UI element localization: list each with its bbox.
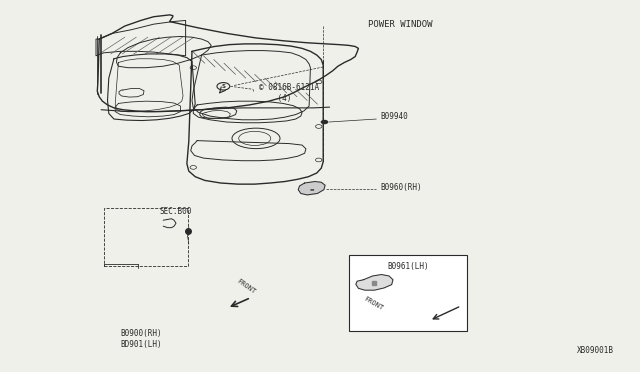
Bar bbox=[349, 255, 467, 331]
Text: S: S bbox=[221, 84, 225, 89]
Text: B0961(LH): B0961(LH) bbox=[387, 262, 429, 271]
Circle shape bbox=[321, 120, 328, 124]
Text: POWER WINDOW: POWER WINDOW bbox=[368, 20, 432, 29]
Polygon shape bbox=[356, 275, 393, 290]
Text: XB09001B: XB09001B bbox=[577, 346, 614, 355]
Bar bbox=[104, 208, 188, 266]
Text: © 0816B-6121A
    (4): © 0816B-6121A (4) bbox=[259, 83, 319, 103]
Text: B0900(RH)
BD901(LH): B0900(RH) BD901(LH) bbox=[120, 329, 162, 349]
Text: B09940: B09940 bbox=[381, 112, 408, 121]
Text: B0960(RH): B0960(RH) bbox=[381, 183, 422, 192]
Polygon shape bbox=[298, 182, 325, 195]
Text: ▬: ▬ bbox=[310, 186, 315, 191]
Text: SEC.B00: SEC.B00 bbox=[160, 207, 192, 216]
Text: FRONT: FRONT bbox=[236, 278, 257, 295]
Text: FRONT: FRONT bbox=[363, 295, 384, 311]
